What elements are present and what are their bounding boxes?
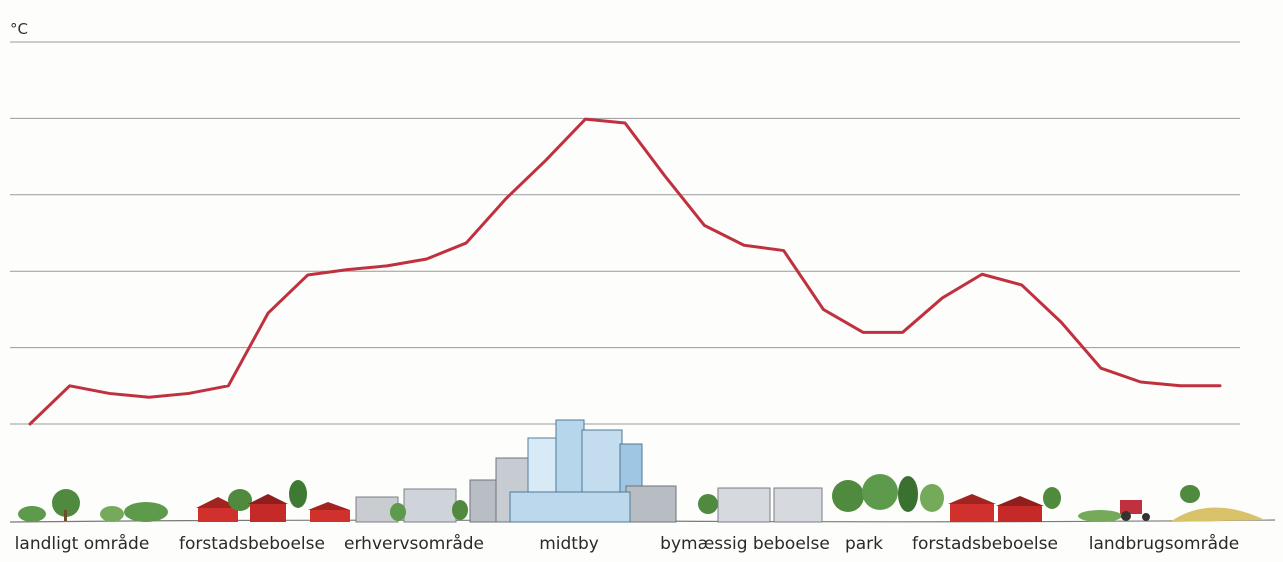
category-label: bymæssig beboelse bbox=[660, 534, 830, 554]
data-point bbox=[1100, 367, 1102, 369]
data-point bbox=[148, 396, 150, 398]
suburban-houses-1 bbox=[196, 480, 350, 522]
data-point bbox=[1219, 385, 1221, 387]
data-point bbox=[545, 159, 547, 162]
category-label: forstadsbeboelse bbox=[912, 534, 1058, 554]
data-point bbox=[743, 244, 745, 246]
data-point bbox=[346, 269, 348, 271]
data-point bbox=[981, 273, 983, 275]
data-point bbox=[108, 392, 110, 395]
tree-cluster-rural bbox=[18, 489, 168, 522]
data-point bbox=[584, 118, 586, 120]
data-point bbox=[227, 385, 229, 387]
data-point bbox=[267, 312, 269, 314]
residential-blocks bbox=[698, 487, 823, 523]
data-point bbox=[902, 331, 904, 333]
suburban-houses-2 bbox=[948, 487, 1061, 522]
city-skyline-illustration bbox=[9, 419, 1276, 523]
data-point bbox=[188, 392, 190, 395]
category-label: landligt område bbox=[14, 534, 150, 554]
data-point bbox=[386, 265, 388, 267]
data-point bbox=[465, 242, 467, 244]
data-point bbox=[664, 175, 666, 177]
data-point bbox=[783, 249, 785, 252]
data-point bbox=[1179, 385, 1181, 387]
category-label: erhvervsområde bbox=[344, 534, 484, 554]
data-point bbox=[1021, 284, 1023, 286]
y-axis-unit-label: °C bbox=[10, 20, 28, 38]
data-point bbox=[505, 198, 507, 200]
category-label: midtby bbox=[539, 534, 599, 554]
data-point bbox=[1060, 321, 1062, 323]
downtown-towers bbox=[469, 419, 677, 523]
data-point bbox=[307, 274, 309, 276]
category-label: landbrugsområde bbox=[1088, 534, 1240, 554]
data-point bbox=[822, 308, 824, 310]
data-point bbox=[703, 224, 705, 226]
data-point bbox=[941, 297, 943, 299]
data-point bbox=[426, 258, 428, 260]
commercial-buildings bbox=[355, 488, 468, 523]
park-trees bbox=[832, 474, 944, 512]
data-point bbox=[624, 122, 626, 124]
category-label: forstadsbeboelse bbox=[179, 534, 325, 554]
farmland bbox=[1078, 485, 1265, 522]
data-point bbox=[29, 423, 31, 425]
data-point bbox=[1140, 381, 1142, 383]
gridlines bbox=[10, 41, 1240, 425]
data-point bbox=[69, 385, 71, 387]
temperature-series bbox=[28, 117, 1222, 426]
data-point bbox=[862, 331, 864, 333]
category-label: park bbox=[844, 534, 884, 554]
